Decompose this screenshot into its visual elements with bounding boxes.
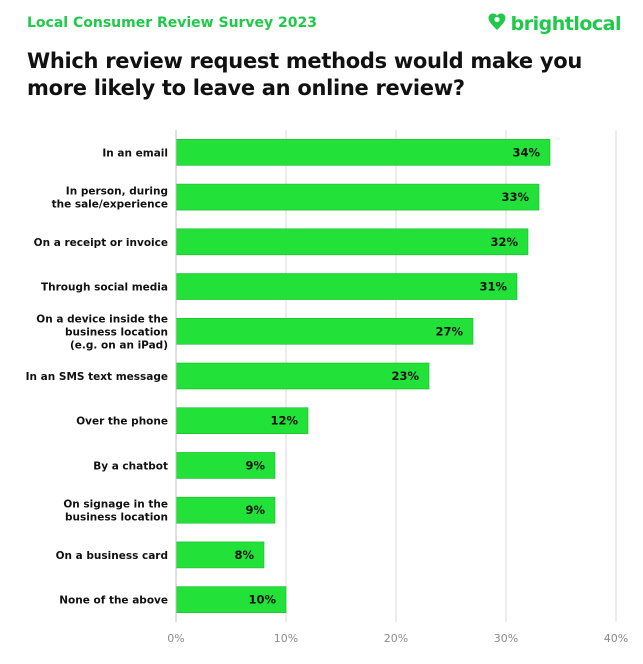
bar: [175, 586, 287, 613]
chart-title: Which review request methods would make …: [27, 49, 583, 100]
bar: [175, 139, 551, 166]
data-label: 8%: [234, 548, 254, 562]
data-label: 31%: [479, 280, 507, 294]
bar: [175, 273, 518, 300]
x-tick-label: 30%: [494, 632, 518, 645]
category-label: Over the phone: [76, 416, 168, 428]
x-tick-label: 40%: [604, 632, 628, 645]
data-label: 9%: [245, 458, 265, 472]
brand-name: brightlocal: [510, 13, 622, 35]
category-label: By a chatbot: [93, 460, 168, 472]
survey-label: Local Consumer Review Survey 2023: [27, 15, 318, 31]
x-tick-label: 10%: [274, 632, 298, 645]
heart-pin-icon: [487, 12, 507, 36]
data-label: 32%: [490, 235, 518, 249]
data-label: 33%: [501, 190, 529, 204]
data-label: 9%: [245, 503, 265, 517]
bar: [175, 183, 540, 211]
category-label: On a device inside the business location(…: [36, 313, 168, 351]
bar: [175, 541, 265, 569]
data-label: 10%: [248, 593, 276, 607]
category-label: In an SMS text message: [26, 371, 168, 383]
category-label: In person, during the sale/experience: [52, 186, 168, 211]
data-label: 23%: [391, 369, 419, 383]
bar: [175, 496, 276, 524]
category-label: On a receipt or invoice: [34, 237, 168, 249]
category-label: None of the above: [59, 595, 168, 607]
data-label: 27%: [435, 324, 463, 338]
brand-logo: brightlocal: [487, 12, 622, 36]
category-label: Through social media: [41, 282, 168, 294]
category-label: On a business card: [56, 550, 168, 562]
bar: [175, 317, 474, 345]
data-label: 12%: [270, 414, 298, 428]
x-tick-label: 20%: [384, 632, 408, 645]
category-label: On signage in the business location: [63, 499, 168, 524]
category-label: In an email: [102, 147, 168, 159]
bar: [175, 228, 529, 256]
x-tick-label: 0%: [167, 632, 184, 645]
data-label: 34%: [512, 145, 540, 159]
